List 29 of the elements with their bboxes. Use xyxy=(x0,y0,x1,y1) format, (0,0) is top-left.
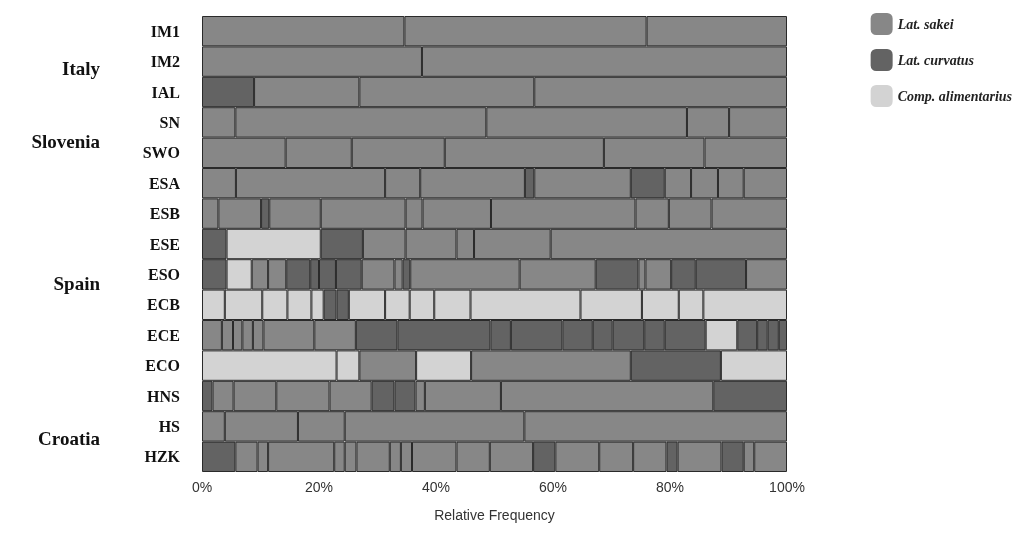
y-tick-label: ESB xyxy=(149,205,181,223)
x-tick-label: 60% xyxy=(538,479,568,495)
text: Spain xyxy=(53,273,101,294)
y-tick-label: ESA xyxy=(148,174,181,192)
y-tick-label: ESE xyxy=(149,235,180,253)
y-tick-label: HZK xyxy=(144,448,181,466)
y-tick-label: SWO xyxy=(142,144,180,162)
y-tick-label: SN xyxy=(159,113,181,131)
y-tick-label: ECO xyxy=(145,357,180,375)
text: Croatia xyxy=(38,428,101,449)
y-tick-label: IAL xyxy=(151,83,180,101)
legend-label: Lat. curvatus xyxy=(896,52,975,68)
x-tick-label: 20% xyxy=(304,479,334,495)
y-tick-label: ESO xyxy=(147,265,180,283)
y-tick-label: HNS xyxy=(147,387,181,405)
y-tick-label: IM2 xyxy=(150,53,180,71)
legend-label: Lat. sakei xyxy=(896,16,954,32)
text: Italy xyxy=(62,58,101,79)
x-tick-label: 80% xyxy=(655,479,685,495)
y-tick-label: HS xyxy=(158,417,181,435)
y-tick-label: ECB xyxy=(147,296,181,314)
x-tick-label: 0% xyxy=(191,479,213,495)
text: Slovenia xyxy=(31,131,101,152)
legend-label: Comp. alimentarius xyxy=(897,88,1013,104)
x-tick-label: 100% xyxy=(769,479,805,495)
y-tick-label: IM1 xyxy=(150,22,180,40)
y-tick-label: ECE xyxy=(147,326,180,344)
x-tick-label: 40% xyxy=(421,479,451,495)
x-axis-title: Relative Frequency xyxy=(434,507,555,523)
